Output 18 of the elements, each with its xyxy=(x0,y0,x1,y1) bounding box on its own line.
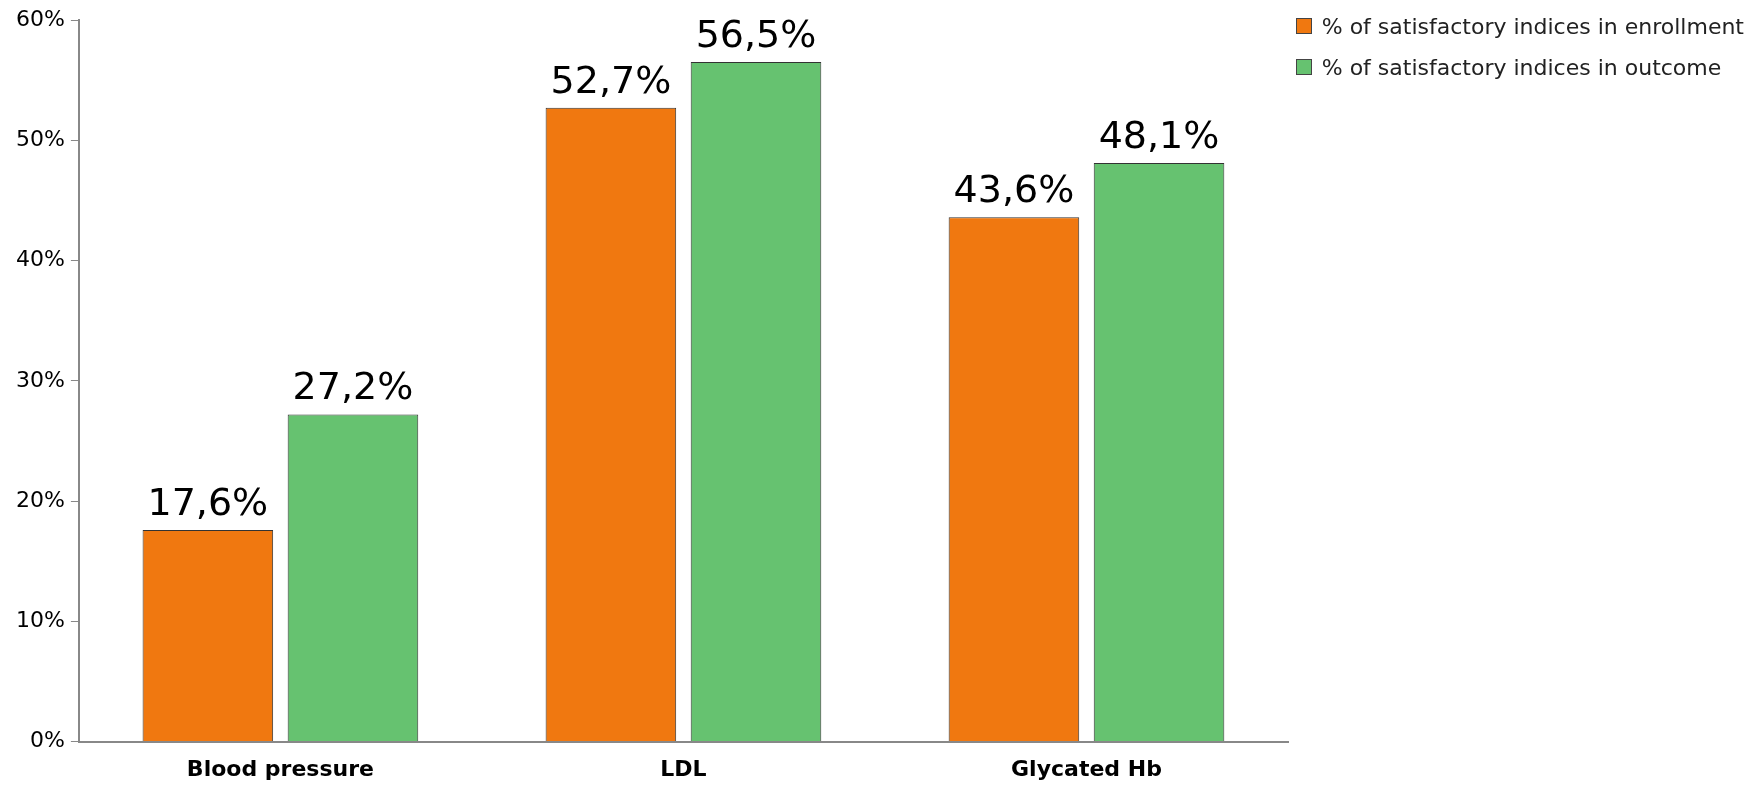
y-tick-label: 0% xyxy=(29,727,65,753)
y-tick-label: 40% xyxy=(15,246,65,272)
data-label: 48,1% xyxy=(1098,112,1220,157)
y-tick-label: 50% xyxy=(15,125,65,151)
legend-label: % of satisfactory indices in enrollment xyxy=(1321,14,1744,39)
y-tick-label: 30% xyxy=(15,366,65,392)
data-label: 27,2% xyxy=(292,364,414,409)
x-tick-label: Glycated Hb xyxy=(1011,755,1162,781)
data-label: 52,7% xyxy=(550,57,672,102)
legend-label: % of satisfactory indices in outcome xyxy=(1321,55,1722,80)
x-tick-label: Blood pressure xyxy=(186,755,374,781)
y-tick-label: 60% xyxy=(15,5,65,31)
data-label: 17,6% xyxy=(147,479,269,524)
y-tick-label: 20% xyxy=(15,486,65,512)
y-tick-label: 10% xyxy=(15,607,65,633)
data-label: 43,6% xyxy=(953,167,1075,212)
x-tick-label: LDL xyxy=(660,755,707,781)
data-label: 56,5% xyxy=(695,11,817,56)
